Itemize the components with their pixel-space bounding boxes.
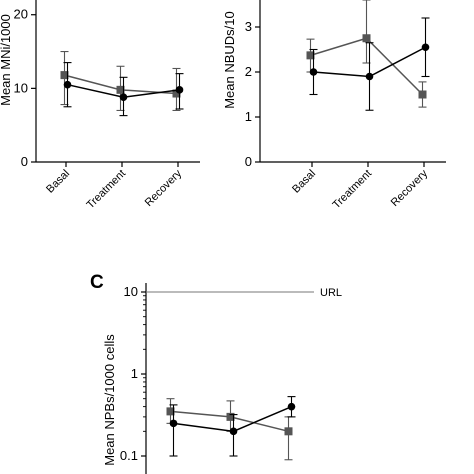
y-tick-label: 2 (245, 64, 252, 79)
data-point-circle (169, 419, 178, 428)
data-point-circle (63, 80, 72, 89)
y-axis-label: Mean NPBs/1000 cells (102, 334, 117, 466)
y-axis-label: Mean MNi/1000 (0, 14, 13, 106)
x-tick-label: Basal (290, 168, 318, 196)
y-tick-label: 0 (245, 154, 252, 169)
data-point-circle (175, 86, 184, 94)
y-tick-label: 1 (131, 366, 138, 381)
y-tick-label: 0 (21, 154, 28, 169)
data-point-circle (119, 93, 128, 101)
data-point-circle (287, 402, 296, 411)
data-point-circle (421, 43, 430, 52)
y-tick-label: 3 (245, 19, 252, 34)
data-point-circle (365, 72, 374, 81)
data-point-square (226, 412, 235, 421)
y-tick-label: 0.1 (120, 448, 138, 463)
data-point-square (60, 71, 69, 80)
reference-line-label: URL (320, 287, 342, 299)
x-tick-label: Treatment (330, 168, 374, 212)
y-tick-label: 20 (14, 7, 28, 22)
y-tick-label: 1 (245, 109, 252, 124)
y-axis-label: Mean NBUDs/10 (222, 11, 237, 109)
data-point-square (362, 34, 371, 43)
x-tick-label: Recovery (389, 167, 431, 209)
y-tick-label: 10 (14, 80, 28, 95)
chart-panel-2: 0 1 2 3 Basal Treatment Recovery Mean NBUDs/10 (222, 0, 446, 211)
chart-panel-3: 0.1 1 10 Mean NPBs/1000 cells C URL (90, 272, 342, 474)
x-tick-label: Recovery (143, 167, 185, 209)
data-point-square (284, 427, 293, 436)
data-point-square (306, 51, 315, 60)
data-point-square (116, 85, 125, 94)
x-tick-label: Treatment (84, 168, 128, 212)
data-point-square (166, 407, 175, 416)
data-point-square (172, 89, 181, 98)
x-tick-label: Basal (44, 168, 72, 196)
data-point-circle (229, 427, 238, 436)
chart-panel-1: 0 10 20 Basal Treatment Recovery Mean MNi/1000 (0, 0, 200, 211)
y-tick-label: 10 (124, 284, 138, 299)
data-point-square (418, 90, 427, 99)
data-point-circle (309, 68, 318, 76)
panel-letter: C (90, 272, 104, 293)
